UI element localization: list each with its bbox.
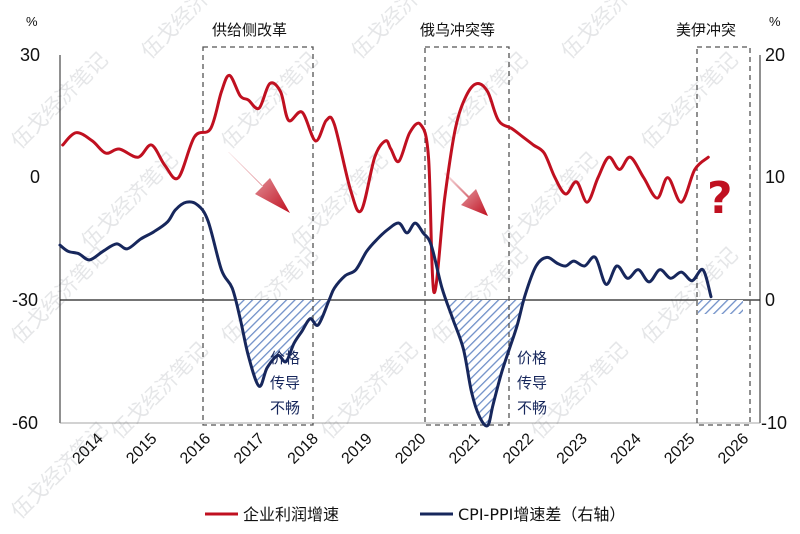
forecast-gap-area <box>698 300 743 314</box>
box1-label: 供给侧改革 <box>212 21 287 39</box>
box2-label: 俄乌冲突等 <box>420 21 495 39</box>
right-axis-unit: % <box>769 14 781 29</box>
x-tick-label: 2026 <box>715 430 752 467</box>
down-arrow-1 <box>228 152 290 213</box>
box-supply-side-reform <box>202 46 314 426</box>
ticks: % % 30 0 -30 -60 20 10 0 -10 <box>12 14 787 433</box>
right-tick-minus10: -10 <box>761 413 787 433</box>
x-tick-label: 2018 <box>285 430 322 467</box>
right-tick-20: 20 <box>765 45 785 65</box>
box-russia-ukraine <box>424 46 510 426</box>
watermark-text: 伍戈经济笔记 <box>557 0 663 64</box>
watermark-text: 伍戈经济笔记 <box>77 147 183 253</box>
legend: 企业利润增速 CPI-PPI增速差（右轴） <box>205 505 625 524</box>
x-tick-label: 2022 <box>500 430 537 467</box>
annotation-boxes: 供给侧改革 俄乌冲突等 美伊冲突 <box>202 21 751 426</box>
watermark-text: 伍戈经济笔记 <box>637 242 743 348</box>
series-layer <box>58 73 713 428</box>
series-line-cpi-ppi <box>58 200 713 428</box>
x-tick-label: 2016 <box>177 430 214 467</box>
x-tick-label: 2023 <box>554 430 591 467</box>
gap-label-2-line1: 价格 <box>517 349 547 367</box>
left-tick-0: 0 <box>30 167 40 187</box>
negative-gap-area <box>446 300 524 426</box>
box3-label: 美伊冲突 <box>676 21 736 39</box>
gap-label-2-line3: 不畅 <box>517 399 547 417</box>
watermark-text: 伍戈经济笔记 <box>217 47 323 153</box>
gap-label-2-line2: 传导 <box>517 374 547 392</box>
gap-label-1-line3: 不畅 <box>270 399 300 417</box>
watermark-text: 伍戈经济笔记 <box>317 337 423 443</box>
legend-label-cpi-ppi: CPI-PPI增速差（右轴） <box>458 505 625 524</box>
question-mark: ? <box>707 173 733 224</box>
x-tick-label: 2021 <box>446 430 483 467</box>
hatch-areas <box>235 300 743 426</box>
left-axis-unit: % <box>26 14 38 29</box>
x-tick-label: 2025 <box>661 430 698 467</box>
legend-label-profit: 企业利润增速 <box>243 505 339 524</box>
watermark-text: 伍戈经济笔记 <box>427 47 533 153</box>
negative-gap-area <box>235 300 330 387</box>
watermark-text: 伍戈经济笔记 <box>107 337 213 443</box>
watermark-text: 伍戈经济笔记 <box>637 47 743 153</box>
gap-label-1-line1: 价格 <box>270 349 300 367</box>
arrows <box>228 152 488 216</box>
box-us-iran <box>696 46 751 426</box>
x-tick-label: 2017 <box>231 430 268 467</box>
down-arrow-2 <box>444 172 488 216</box>
left-tick-30: 30 <box>20 45 40 65</box>
axes <box>59 55 761 424</box>
right-tick-0: 0 <box>765 290 775 310</box>
left-tick-minus30: -30 <box>12 290 38 310</box>
series-line-profit <box>61 73 710 294</box>
x-tick-label: 2020 <box>392 430 429 467</box>
gap-label-1-line2: 传导 <box>270 374 300 392</box>
annotations: 价格 传导 不畅 价格 传导 不畅 ? <box>270 173 733 417</box>
x-ticks: 2014 2015 2016 2017 2018 2019 2020 2021 2022 2023… <box>70 430 753 467</box>
x-tick-label: 2024 <box>608 430 645 467</box>
left-tick-minus60: -60 <box>12 413 38 433</box>
x-tick-label: 2019 <box>339 430 376 467</box>
right-tick-10: 10 <box>765 167 785 187</box>
